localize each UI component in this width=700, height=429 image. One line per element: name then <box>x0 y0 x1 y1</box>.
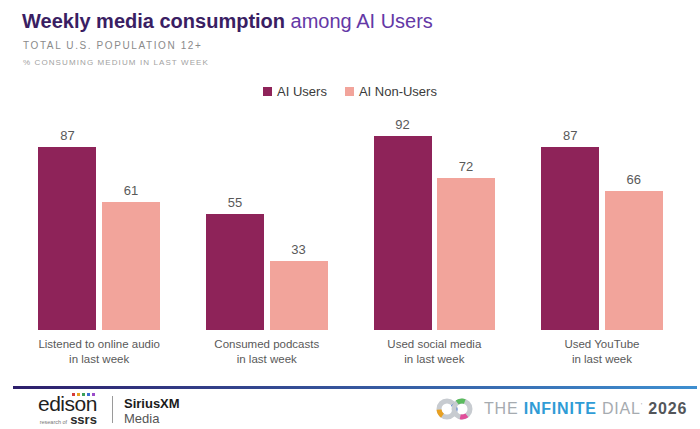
infinite-dial-logo: THE INFINITE DIAL' 2026 <box>433 396 687 422</box>
siriusxm-media-logo: SiriusXM Media <box>124 396 180 426</box>
edison-ssrs-logo: edison research of ssrs <box>38 392 97 427</box>
category-label: Used social mediain last week <box>349 337 521 367</box>
edison-dots-icon <box>72 393 95 396</box>
edison-sub-small: research of <box>40 419 68 425</box>
siriusxm-logo-text: SiriusXM <box>124 396 180 411</box>
note: % CONSUMING MEDIUM IN LAST WEEK <box>23 58 209 67</box>
bar-ai-non-users-2 <box>437 178 495 330</box>
category-label: Listened to online audioin last week <box>13 337 185 367</box>
category-label: Used YouTubein last week <box>516 337 688 367</box>
dial-tick: ' <box>641 401 643 410</box>
legend-label: AI Users <box>277 84 327 99</box>
dial-year: 2026 <box>648 400 687 417</box>
title-main: Weekly media consumption <box>22 10 285 32</box>
dial-the: THE <box>484 400 518 417</box>
ssrs-logo-text: ssrs <box>70 412 97 427</box>
bar-ai-users-2 <box>374 136 432 330</box>
dial-dial: DIAL <box>602 400 641 417</box>
legend-label: AI Non-Users <box>359 84 437 99</box>
slide: Weekly media consumption among AI Users … <box>0 0 700 429</box>
footer-divider-line <box>13 386 697 389</box>
legend-item-ai-non-users: AI Non-Users <box>345 84 437 99</box>
value-label: 61 <box>90 183 172 198</box>
value-label: 72 <box>425 159 507 174</box>
legend-swatch-icon <box>263 87 272 96</box>
legend-item-ai-users: AI Users <box>263 84 327 99</box>
dial-infinite: INFINITE <box>524 400 597 417</box>
value-label: 87 <box>529 128 611 143</box>
value-label: 66 <box>593 172 675 187</box>
bar-ai-non-users-0 <box>102 202 160 330</box>
siriusxm-media-text: Media <box>124 411 180 426</box>
bar-ai-non-users-1 <box>270 261 328 330</box>
bar-ai-users-0 <box>38 147 96 330</box>
page-title: Weekly media consumption among AI Users <box>22 10 433 33</box>
chart-legend: AI Users AI Non-Users <box>0 84 700 99</box>
infinity-icon <box>433 396 477 422</box>
bar-ai-users-3 <box>541 147 599 330</box>
title-suffix: among AI Users <box>285 10 433 32</box>
subtitle: TOTAL U.S. POPULATION 12+ <box>23 40 202 51</box>
legend-swatch-icon <box>345 87 354 96</box>
bar-ai-users-1 <box>206 214 264 330</box>
value-label: 33 <box>258 242 340 257</box>
category-label: Consumed podcastsin last week <box>181 337 353 367</box>
value-label: 87 <box>26 128 108 143</box>
value-label: 55 <box>194 195 276 210</box>
footer-logo-separator <box>112 396 113 423</box>
value-label: 92 <box>362 117 444 132</box>
infinite-dial-text: THE INFINITE DIAL' 2026 <box>484 400 687 418</box>
bar-ai-non-users-3 <box>605 191 663 330</box>
